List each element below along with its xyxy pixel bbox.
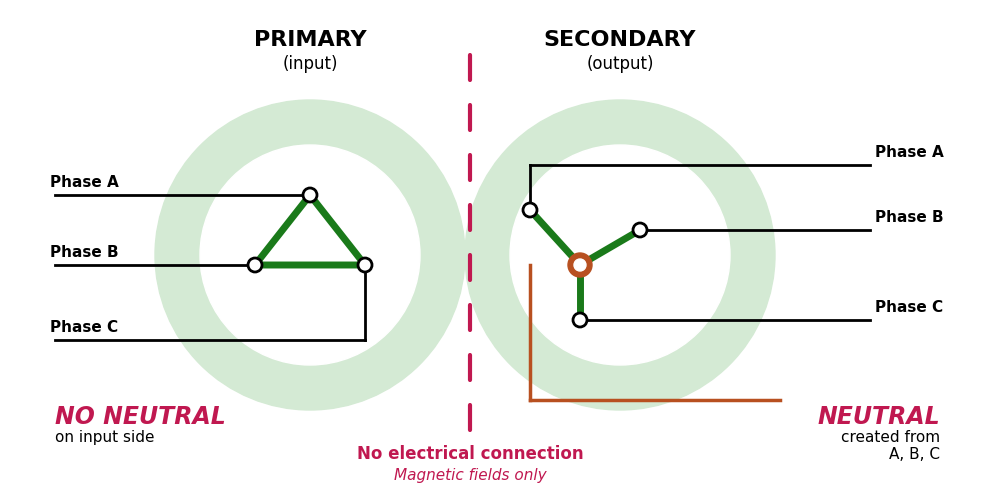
Circle shape	[573, 313, 587, 327]
Text: NO NEUTRAL: NO NEUTRAL	[55, 405, 225, 429]
Text: (output): (output)	[586, 55, 654, 73]
Text: Magnetic fields only: Magnetic fields only	[394, 468, 546, 483]
Circle shape	[465, 100, 775, 410]
Circle shape	[633, 223, 647, 237]
Text: (input): (input)	[282, 55, 338, 73]
Text: Phase B: Phase B	[50, 245, 119, 260]
Circle shape	[155, 100, 465, 410]
Circle shape	[523, 203, 537, 217]
Text: created from
A, B, C: created from A, B, C	[841, 430, 940, 462]
Text: Phase B: Phase B	[875, 210, 944, 225]
Text: NEUTRAL: NEUTRAL	[817, 405, 940, 429]
Circle shape	[358, 258, 372, 272]
Text: Phase C: Phase C	[875, 300, 944, 315]
Circle shape	[248, 258, 262, 272]
Text: SECONDARY: SECONDARY	[544, 30, 696, 50]
Text: No electrical connection: No electrical connection	[357, 445, 584, 463]
Text: Phase C: Phase C	[50, 320, 118, 335]
Circle shape	[510, 145, 730, 365]
Text: Phase A: Phase A	[875, 145, 944, 160]
Text: PRIMARY: PRIMARY	[254, 30, 366, 50]
Circle shape	[200, 145, 420, 365]
Circle shape	[568, 253, 592, 277]
Text: on input side: on input side	[55, 430, 154, 445]
Text: Phase A: Phase A	[50, 175, 119, 190]
Circle shape	[574, 259, 586, 271]
Circle shape	[303, 188, 317, 202]
